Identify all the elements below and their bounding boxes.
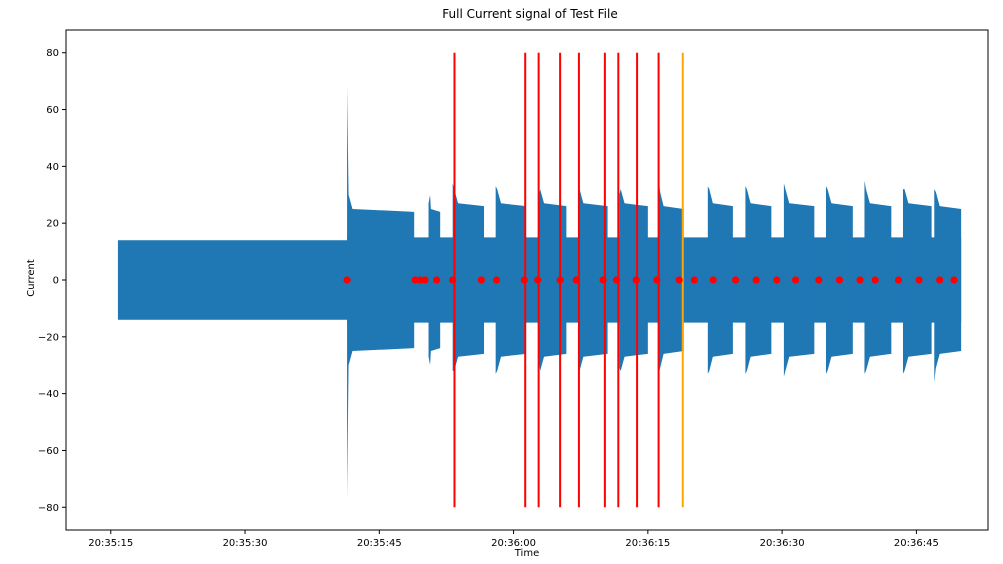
y-tick-label: −20 (38, 332, 59, 343)
marker-point (835, 276, 844, 284)
marker-point (612, 276, 621, 284)
x-axis: 20:35:15 20:35:30 20:35:45 20:36:00 20:36:15… (88, 530, 939, 549)
y-tick-label: −60 (38, 446, 59, 457)
x-tick-label: 20:36:45 (894, 538, 939, 549)
signal-burst (495, 186, 527, 374)
signal-burst (934, 189, 962, 383)
marker-point (894, 276, 903, 284)
y-axis: −80 −60 −40 −20 0 20 40 60 80 (38, 48, 66, 514)
marker-point (791, 276, 800, 284)
signal-burst (658, 177, 684, 374)
x-tick-label: 20:36:30 (760, 538, 805, 549)
signal-burst (578, 186, 608, 377)
x-tick-label: 20:35:45 (357, 538, 402, 549)
marker-point (936, 276, 944, 284)
marker-point (449, 276, 457, 284)
x-tick-label: 20:35:30 (223, 538, 268, 549)
signal-burst (707, 186, 733, 374)
signal-burst (864, 180, 892, 374)
marker-point (492, 276, 501, 284)
y-tick-label: 0 (53, 276, 59, 287)
markers (343, 276, 958, 284)
y-tick-label: −80 (38, 503, 59, 514)
marker-point (534, 276, 542, 284)
signal-burst (452, 183, 485, 371)
marker-point (773, 276, 781, 284)
marker-point (599, 276, 607, 284)
marker-point (915, 276, 923, 284)
marker-point (520, 276, 528, 284)
marker-point (411, 276, 419, 284)
marker-point (856, 276, 864, 284)
signal-burst (347, 86, 415, 499)
marker-point (690, 276, 698, 284)
marker-point (572, 276, 580, 284)
marker-point (556, 276, 564, 284)
marker-point (871, 276, 879, 284)
y-tick-label: 60 (46, 105, 59, 116)
marker-point (815, 276, 823, 284)
marker-point (421, 276, 429, 284)
marker-point (432, 276, 441, 284)
marker-point (343, 276, 351, 284)
marker-point (675, 276, 683, 284)
y-axis-label: Current (26, 259, 37, 297)
signal-band-base (117, 240, 348, 320)
chart-title: Full Current signal of Test File (442, 7, 617, 21)
x-tick-label: 20:36:00 (491, 538, 536, 549)
y-tick-label: −40 (38, 389, 59, 400)
marker-point (477, 276, 485, 284)
marker-point (653, 276, 661, 284)
marker-point (632, 276, 640, 284)
x-tick-label: 20:35:15 (88, 538, 133, 549)
y-tick-label: 20 (46, 219, 59, 230)
marker-point (709, 276, 717, 284)
marker-point (731, 276, 740, 284)
x-axis-label: Time (514, 548, 539, 559)
marker-point (950, 276, 958, 284)
x-tick-label: 20:36:15 (625, 538, 670, 549)
y-tick-label: 40 (46, 162, 59, 173)
marker-point (752, 276, 760, 284)
y-tick-label: 80 (46, 48, 59, 59)
